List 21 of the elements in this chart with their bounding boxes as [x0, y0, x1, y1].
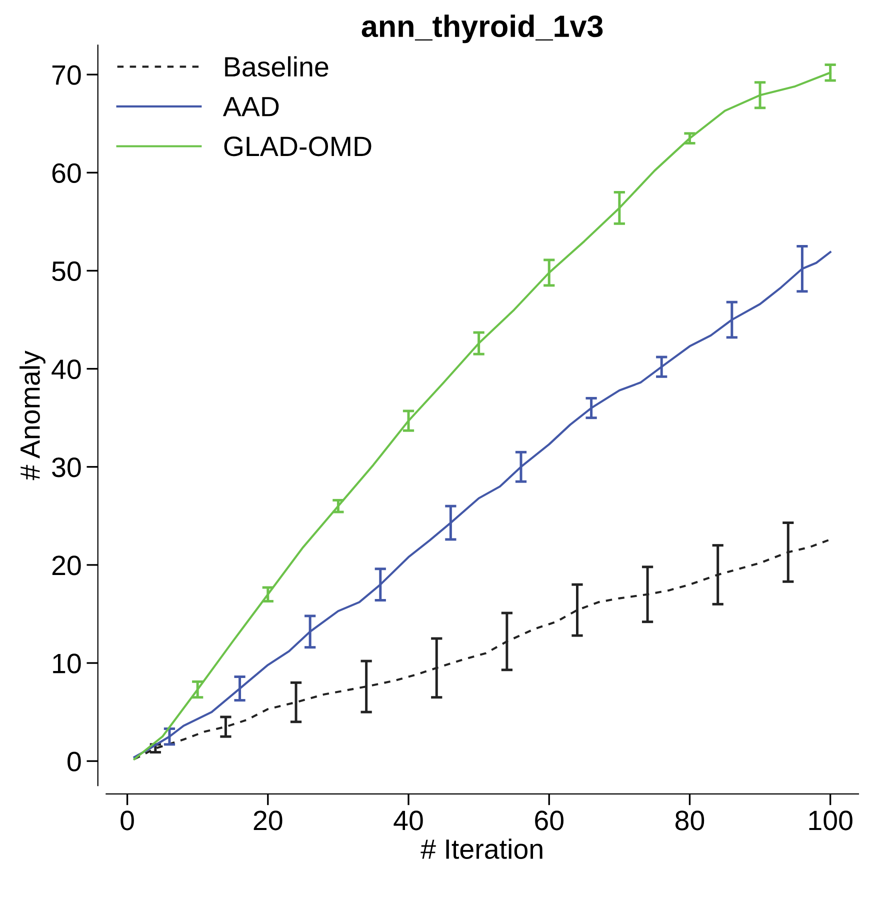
x-tick-label: 60	[535, 810, 564, 830]
x-tick-label: 20	[254, 810, 282, 830]
legend-label: Baseline	[225, 56, 328, 77]
legend-label: AAD	[222, 97, 279, 116]
y-tick-label: 20	[52, 556, 81, 576]
x-axis-title: # Iteration	[420, 838, 542, 859]
y-tick-label: 70	[52, 65, 81, 85]
line-series	[133, 251, 832, 758]
y-tick-label: 0	[68, 752, 81, 772]
y-tick-label: 60	[52, 163, 81, 183]
x-tick-label: 40	[394, 810, 423, 830]
x-tick-label: 0	[120, 810, 134, 830]
x-tick-label: 100	[809, 810, 852, 830]
y-axis-title: # Anomaly	[20, 350, 46, 480]
legend-label: GLAD-OMD	[224, 136, 372, 156]
y-tick-label: 30	[52, 458, 81, 478]
y-tick-label: 40	[52, 359, 81, 380]
y-tick-label: 10	[53, 654, 81, 674]
y-tick-label: 50	[52, 261, 81, 282]
x-tick-label: 80	[675, 810, 704, 830]
chart-title: ann_thyroid_1v3	[362, 14, 603, 44]
